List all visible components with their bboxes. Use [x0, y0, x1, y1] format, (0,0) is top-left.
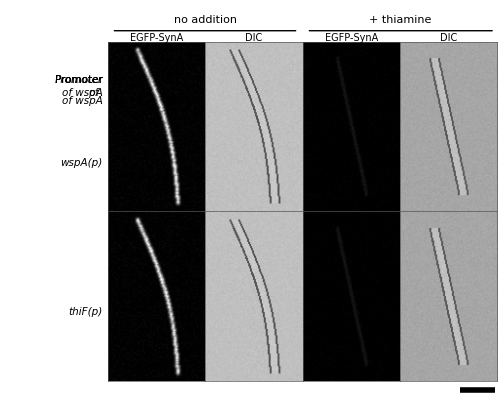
Text: DIC: DIC — [245, 33, 262, 43]
Text: Promoter
of: Promoter of — [54, 75, 102, 99]
Text: no addition: no addition — [174, 15, 236, 25]
Text: of wspA: of wspA — [62, 96, 102, 106]
Text: DIC: DIC — [440, 33, 458, 43]
Text: EGFP-SynA: EGFP-SynA — [324, 33, 378, 43]
Text: Promoter: Promoter — [54, 75, 102, 85]
Text: wspA(p): wspA(p) — [60, 158, 102, 168]
Text: thiF(p): thiF(p) — [68, 307, 102, 317]
Text: EGFP-SynA: EGFP-SynA — [130, 33, 183, 43]
Text: Promoter
of wspA: Promoter of wspA — [54, 75, 102, 99]
Text: + thiamine: + thiamine — [369, 15, 431, 25]
